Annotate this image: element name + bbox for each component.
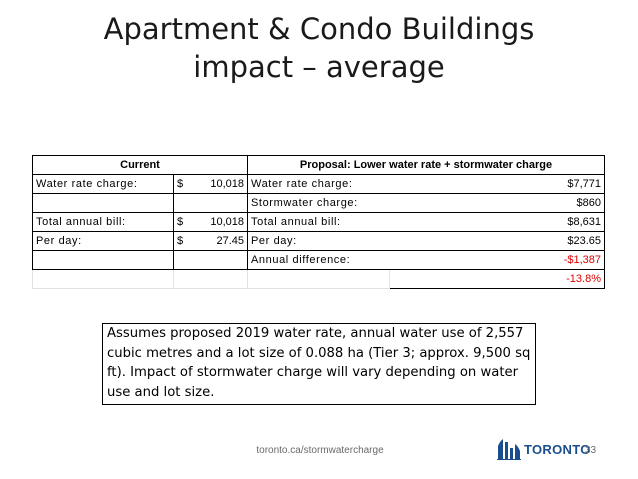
percent-difference-value: -13.8%	[389, 269, 605, 289]
header-proposal: Proposal: Lower water rate + stormwater …	[247, 155, 605, 175]
table-row: Per day: $ 27.45 Per day: $23.65	[32, 231, 605, 251]
current-value	[189, 269, 248, 289]
current-value	[189, 193, 248, 213]
city-of-toronto-logo: TORONTO	[496, 438, 591, 460]
table-row: Annual difference: -$1,387	[32, 250, 605, 270]
proposal-label: Annual difference:	[247, 250, 390, 270]
proposal-label: Total annual bill:	[247, 212, 390, 232]
toronto-city-hall-icon	[497, 439, 521, 460]
current-value	[189, 250, 248, 270]
proposal-label: Stormwater charge:	[247, 193, 390, 213]
proposal-value: $7,771	[389, 174, 605, 194]
logo-wordmark: TORONTO	[524, 441, 591, 457]
current-label: Water rate charge:	[32, 174, 174, 194]
current-dollar-sign: $	[173, 174, 190, 194]
current-label	[32, 250, 174, 270]
current-value: 27.45	[189, 231, 248, 251]
title-line-1: Apartment & Condo Buildings	[103, 12, 535, 46]
proposal-value: $8,631	[389, 212, 605, 232]
slide-title: Apartment & Condo Buildings impact – ave…	[0, 10, 638, 86]
current-value: 10,018	[189, 212, 248, 232]
title-line-2: impact – average	[193, 50, 445, 84]
current-label	[32, 193, 174, 213]
current-dollar-sign: $	[173, 231, 190, 251]
table-row: Total annual bill: $ 10,018 Total annual…	[32, 212, 605, 232]
current-label: Total annual bill:	[32, 212, 174, 232]
page-number: 33	[585, 445, 597, 456]
table-row: -13.8%	[32, 269, 605, 289]
proposal-label: Water rate charge:	[247, 174, 390, 194]
proposal-label	[247, 269, 390, 289]
assumptions-note: Assumes proposed 2019 water rate, annual…	[102, 323, 536, 405]
proposal-value: $23.65	[389, 231, 605, 251]
table-header-row: Current Proposal: Lower water rate + sto…	[32, 155, 605, 175]
table-row: Stormwater charge: $860	[32, 193, 605, 213]
annual-difference-value: -$1,387	[389, 250, 605, 270]
current-dollar-sign: $	[173, 212, 190, 232]
proposal-label: Per day:	[247, 231, 390, 251]
proposal-value: $860	[389, 193, 605, 213]
current-label: Per day:	[32, 231, 174, 251]
header-current: Current	[32, 155, 248, 175]
current-value: 10,018	[189, 174, 248, 194]
footer-url[interactable]: toronto.ca/stormwatercharge	[256, 445, 384, 456]
current-dollar-sign	[173, 269, 190, 289]
current-label	[32, 269, 174, 289]
current-dollar-sign	[173, 250, 190, 270]
current-dollar-sign	[173, 193, 190, 213]
comparison-table: Current Proposal: Lower water rate + sto…	[32, 155, 605, 289]
table-row: Water rate charge: $ 10,018 Water rate c…	[32, 174, 605, 194]
